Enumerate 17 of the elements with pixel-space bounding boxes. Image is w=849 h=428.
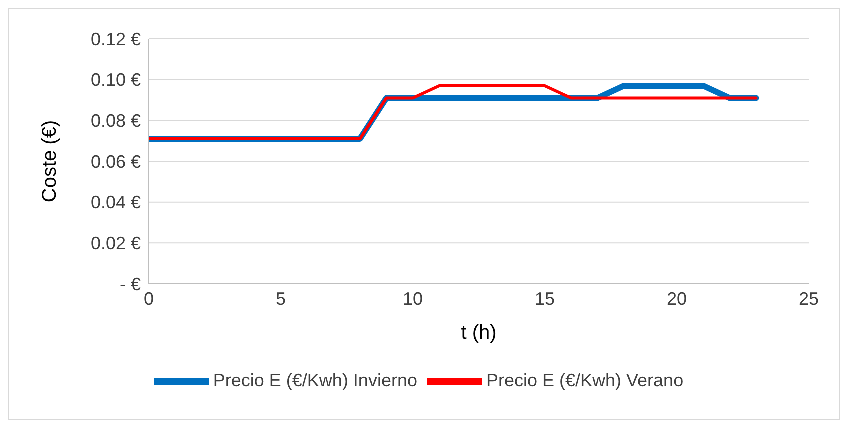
x-tick-label: 25 — [798, 288, 820, 309]
x-axis-title: t (h) — [461, 322, 497, 344]
y-tick-label: 0.06 € — [90, 152, 141, 172]
y-tick-label: 0.04 € — [90, 192, 141, 213]
legend-label: Precio E (€/Kwh) Verano — [486, 370, 684, 390]
x-tick-label: 5 — [276, 288, 286, 309]
y-tick-label: 0.10 € — [90, 70, 141, 90]
x-tick-label: 10 — [402, 288, 424, 309]
x-tick-label: 0 — [144, 288, 154, 309]
x-tick-label: 15 — [534, 288, 556, 309]
y-axis-title: Coste (€) — [39, 120, 62, 203]
y-tick-label: - € — [120, 274, 141, 294]
x-tick-label: 20 — [666, 288, 688, 309]
y-tick-label: 0.08 € — [90, 111, 141, 132]
y-tick-label: 0.02 € — [90, 234, 141, 254]
legend-label: Precio E (€/Kwh) Invierno — [213, 370, 418, 390]
y-tick-label: 0.12 € — [90, 29, 141, 50]
